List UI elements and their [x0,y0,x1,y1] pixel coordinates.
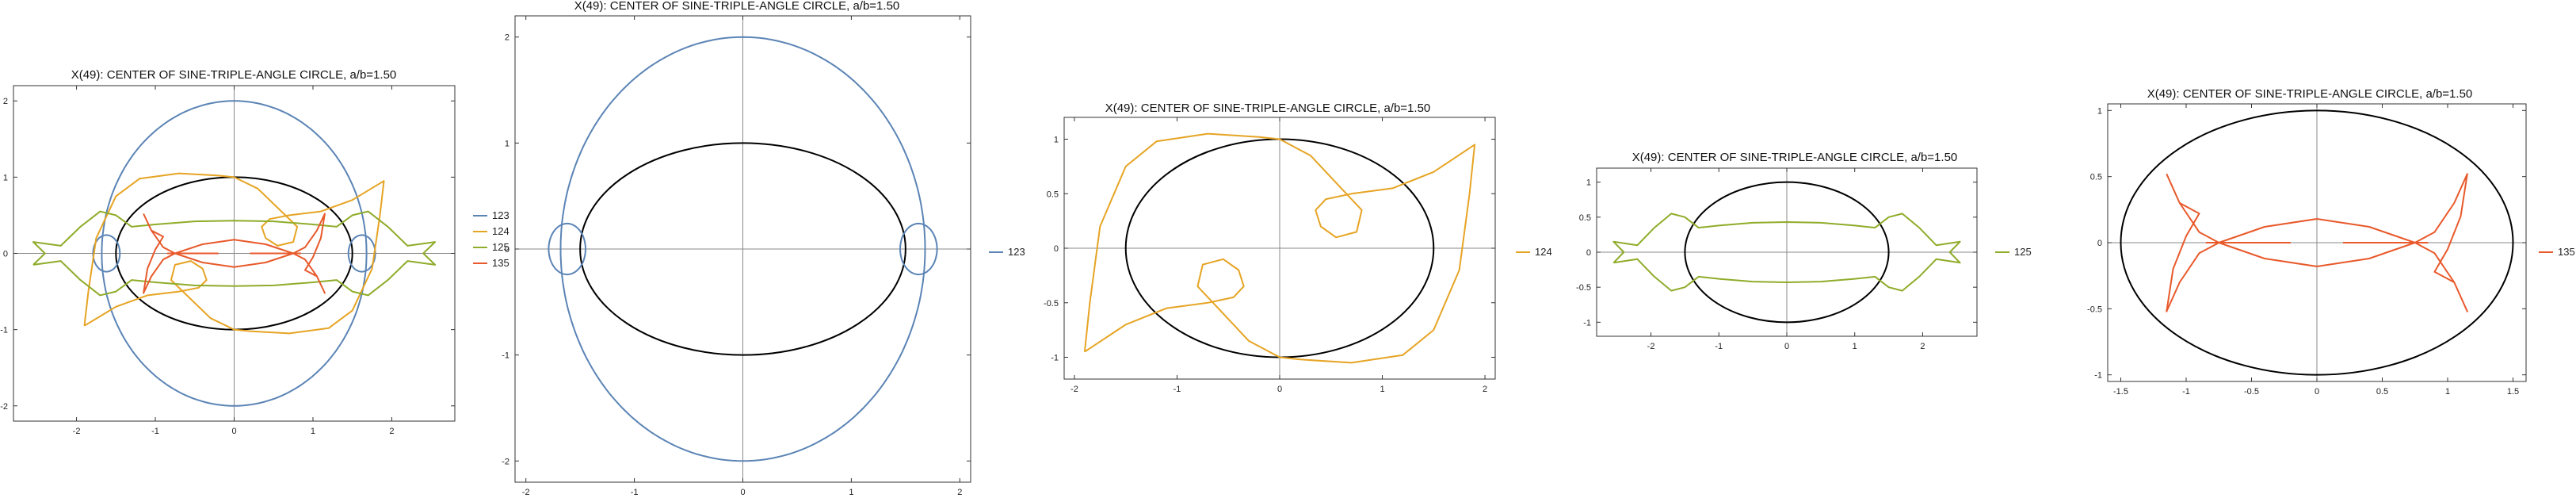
x-tick-label: 2 [1483,385,1487,394]
x-tick-label: 0 [740,488,745,497]
y-tick-label: -1 [502,351,509,361]
x-tick-label: 1 [311,427,315,436]
series-line-135 [2166,173,2468,312]
x-tick-label: 1 [1380,385,1384,394]
series-line-124 [1083,132,1476,364]
chart-title: X(49): CENTER OF SINE-TRIPLE-ANGLE CIRCL… [1631,151,1958,164]
y-tick-label: -0.5 [1044,299,1059,308]
series-line-123 [101,100,368,407]
y-tick-label: -2 [0,402,8,412]
x-tick-label: -2 [73,427,81,436]
y-tick-label: 0 [3,250,8,259]
x-tick-label: 0 [231,427,236,436]
chart-panel-2: X(49): CENTER OF SINE-TRIPLE-ANGLE CIRCL… [502,0,1025,502]
x-tick-label: 2 [957,488,962,497]
series-line-123 [548,222,586,276]
y-tick-label: 1 [505,139,509,148]
y-tick-label: -2 [502,457,509,466]
series-line-125 [32,210,437,297]
chart-panel-5: X(49): CENTER OF SINE-TRIPLE-ANGLE CIRCL… [2084,0,2576,502]
legend-label: 123 [492,209,509,221]
legend-label: 124 [1535,246,1552,258]
x-tick-label: -1 [1715,342,1723,351]
x-tick-label: -0.5 [2244,387,2259,397]
chart-panel-1: X(49): CENTER OF SINE-TRIPLE-ANGLE CIRCL… [0,0,509,502]
series-line-123 [559,36,926,462]
y-tick-label: 1 [2097,106,2102,116]
legend-label: 124 [492,225,509,237]
chart-title: X(49): CENTER OF SINE-TRIPLE-ANGLE CIRCL… [71,68,397,82]
y-tick-label: 0.5 [2090,173,2102,182]
legend-label: 135 [492,257,509,269]
series-line-123 [899,222,938,276]
chart-title: X(49): CENTER OF SINE-TRIPLE-ANGLE CIRCL… [1105,102,1431,115]
x-tick-label: -2 [1647,342,1655,351]
y-tick-label: 1 [3,173,8,182]
x-tick-label: -2 [522,488,530,497]
x-tick-label: 0 [2315,387,2319,397]
y-tick-label: 0.5 [1579,213,1591,223]
x-tick-label: 1 [2445,387,2450,397]
reference-ellipse [2120,109,2514,376]
y-tick-label: 0.5 [1047,190,1059,199]
chart-plot-3: -2 -1 0 1 2 -1 -0.5 0 0.5 1 124 [1044,117,1552,394]
x-tick-label: 0 [1277,385,1282,394]
y-tick-label: 2 [505,33,509,43]
y-tick-label: -1 [0,326,8,335]
y-tick-label: -1 [1051,354,1059,363]
x-tick-label: 1.5 [2507,387,2519,397]
legend-label: 135 [2558,246,2575,258]
series-line-123 [347,234,376,273]
y-tick-label: 0 [505,245,509,255]
y-tick-label: -0.5 [1576,283,1591,293]
y-tick-label: 0 [2097,239,2102,248]
x-tick-label: -1.5 [2113,387,2128,397]
x-tick-label: -1 [2182,387,2190,397]
series-line-135 [143,213,326,294]
x-tick-label: -1 [631,488,639,497]
x-tick-label: 2 [389,427,394,436]
y-tick-label: -1 [1583,318,1591,328]
y-tick-label: 2 [3,97,8,106]
x-tick-label: 0.5 [2376,387,2388,397]
chart-title: X(49): CENTER OF SINE-TRIPLE-ANGLE CIRCL… [2147,87,2473,101]
x-tick-label: -1 [1174,385,1181,394]
chart-plot-1: -2 -1 0 1 2 -2 -1 0 1 2 123 124 125 135 [0,85,509,436]
reference-ellipse [579,142,906,356]
y-tick-label: 1 [1586,178,1591,188]
y-tick-label: 1 [1054,136,1059,145]
x-tick-label: 0 [1784,342,1789,351]
legend-label: 123 [1008,246,1025,258]
legend-label: 125 [2014,246,2032,258]
x-tick-label: 1 [849,488,853,497]
chart-title: X(49): CENTER OF SINE-TRIPLE-ANGLE CIRCL… [574,0,900,13]
chart-panel-3: X(49): CENTER OF SINE-TRIPLE-ANGLE CIRCL… [1044,0,1552,502]
y-tick-label: -0.5 [2087,305,2102,314]
chart-panel-4: X(49): CENTER OF SINE-TRIPLE-ANGLE CIRCL… [1557,0,2072,502]
x-tick-label: -2 [1070,385,1078,394]
y-tick-label: 0 [1054,244,1059,254]
chart-plot-5: -1.5 -1 -0.5 0 0.5 1 1.5 -1 -0.5 0 0.5 1 135 [2087,103,2575,397]
series-line-125 [1612,213,1961,292]
x-tick-label: 2 [1920,342,1925,351]
legend-label: 125 [492,241,509,253]
x-tick-label: 1 [1853,342,1857,351]
chart-plot-2: -2 -1 0 1 2 -2 -1 0 1 2 123 [502,15,1025,497]
y-tick-label: 0 [1586,248,1591,258]
y-tick-label: -1 [2094,371,2102,381]
chart-plot-4: -2 -1 0 1 2 -1 -0.5 0 0.5 1 125 [1576,167,2032,351]
series-line-124 [83,172,385,335]
series-line-123 [92,234,121,273]
x-tick-label: -1 [151,427,159,436]
reference-ellipse [1684,181,1890,324]
